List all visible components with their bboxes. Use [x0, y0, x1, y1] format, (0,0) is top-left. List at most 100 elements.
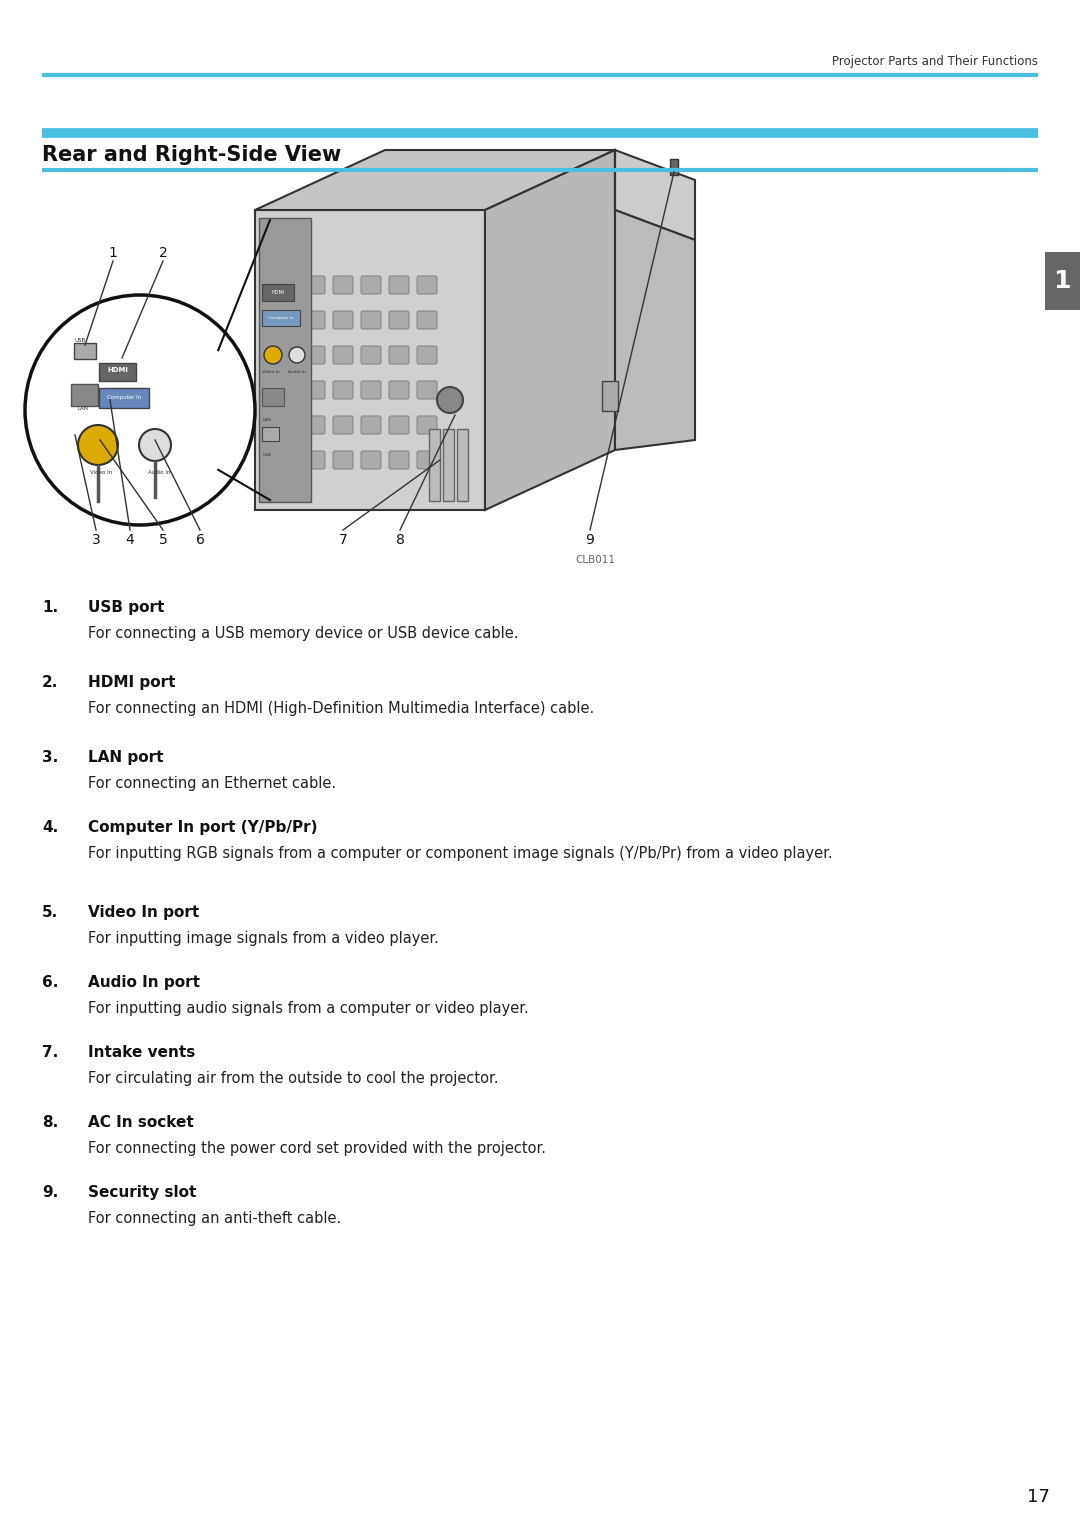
Text: Video In port: Video In port	[87, 905, 199, 921]
Text: 4: 4	[125, 533, 134, 547]
FancyBboxPatch shape	[417, 276, 437, 294]
Text: Audio In port: Audio In port	[87, 974, 200, 990]
Circle shape	[264, 346, 282, 365]
Text: HDMI: HDMI	[108, 368, 129, 372]
FancyBboxPatch shape	[71, 385, 98, 406]
Text: Audio In: Audio In	[148, 469, 171, 475]
Text: 2: 2	[159, 247, 167, 260]
Text: LAN: LAN	[264, 418, 272, 421]
Circle shape	[139, 429, 171, 461]
Text: Computer In: Computer In	[268, 316, 294, 320]
Polygon shape	[615, 150, 696, 241]
FancyBboxPatch shape	[305, 417, 325, 434]
FancyBboxPatch shape	[333, 346, 353, 365]
Text: 1.: 1.	[42, 601, 58, 614]
Polygon shape	[485, 150, 615, 510]
Text: 5.: 5.	[42, 905, 58, 921]
FancyBboxPatch shape	[333, 450, 353, 469]
Text: For connecting an HDMI (High-Definition Multimedia Interface) cable.: For connecting an HDMI (High-Definition …	[87, 702, 594, 715]
FancyBboxPatch shape	[361, 381, 381, 398]
FancyBboxPatch shape	[262, 388, 284, 406]
FancyBboxPatch shape	[333, 311, 353, 329]
FancyBboxPatch shape	[333, 381, 353, 398]
Text: Video In: Video In	[262, 371, 280, 374]
FancyBboxPatch shape	[389, 346, 409, 365]
FancyBboxPatch shape	[361, 276, 381, 294]
Text: 1: 1	[109, 247, 118, 260]
Text: 8: 8	[395, 533, 404, 547]
Text: 4.: 4.	[42, 820, 58, 835]
Text: USB: USB	[75, 337, 85, 343]
Text: LAN port: LAN port	[87, 751, 163, 764]
FancyBboxPatch shape	[361, 311, 381, 329]
Text: Video In: Video In	[90, 469, 112, 475]
FancyBboxPatch shape	[333, 276, 353, 294]
Text: For inputting RGB signals from a computer or component image signals (Y/Pb/Pr) f: For inputting RGB signals from a compute…	[87, 846, 833, 861]
FancyBboxPatch shape	[305, 311, 325, 329]
FancyBboxPatch shape	[333, 417, 353, 434]
FancyBboxPatch shape	[417, 417, 437, 434]
FancyBboxPatch shape	[262, 283, 294, 300]
FancyBboxPatch shape	[99, 363, 136, 381]
Polygon shape	[255, 150, 615, 210]
Text: Rear and Right-Side View: Rear and Right-Side View	[42, 146, 341, 165]
Text: Intake vents: Intake vents	[87, 1045, 195, 1060]
Circle shape	[289, 348, 305, 363]
Text: 6.: 6.	[42, 974, 58, 990]
FancyBboxPatch shape	[389, 276, 409, 294]
Text: Security slot: Security slot	[87, 1184, 197, 1200]
Text: Computer In port (Y/Pb/Pr): Computer In port (Y/Pb/Pr)	[87, 820, 318, 835]
FancyBboxPatch shape	[305, 276, 325, 294]
Text: USB port: USB port	[87, 601, 164, 614]
Circle shape	[25, 296, 255, 525]
FancyBboxPatch shape	[262, 427, 279, 441]
FancyBboxPatch shape	[361, 346, 381, 365]
FancyBboxPatch shape	[429, 429, 440, 501]
Text: For connecting an anti-theft cable.: For connecting an anti-theft cable.	[87, 1210, 341, 1226]
Text: 7: 7	[339, 533, 348, 547]
Polygon shape	[615, 150, 696, 450]
FancyBboxPatch shape	[305, 346, 325, 365]
FancyBboxPatch shape	[417, 450, 437, 469]
Text: For connecting a USB memory device or USB device cable.: For connecting a USB memory device or US…	[87, 627, 518, 640]
FancyBboxPatch shape	[75, 343, 96, 358]
FancyBboxPatch shape	[259, 218, 311, 502]
Text: 1: 1	[1053, 270, 1070, 293]
Text: Audio In: Audio In	[288, 371, 306, 374]
FancyBboxPatch shape	[99, 388, 149, 408]
Text: HDMI: HDMI	[271, 290, 285, 294]
FancyBboxPatch shape	[1045, 251, 1080, 309]
Circle shape	[437, 388, 463, 414]
Text: Computer In: Computer In	[107, 395, 141, 400]
Text: For connecting an Ethernet cable.: For connecting an Ethernet cable.	[87, 777, 336, 791]
FancyBboxPatch shape	[417, 346, 437, 365]
FancyBboxPatch shape	[389, 417, 409, 434]
FancyBboxPatch shape	[389, 381, 409, 398]
Text: 6: 6	[195, 533, 204, 547]
FancyBboxPatch shape	[361, 450, 381, 469]
FancyBboxPatch shape	[417, 381, 437, 398]
Text: 9.: 9.	[42, 1184, 58, 1200]
Circle shape	[78, 424, 118, 466]
Text: Projector Parts and Their Functions: Projector Parts and Their Functions	[832, 55, 1038, 69]
FancyBboxPatch shape	[670, 159, 678, 175]
FancyBboxPatch shape	[443, 429, 454, 501]
Text: 9: 9	[585, 533, 594, 547]
Text: For inputting audio signals from a computer or video player.: For inputting audio signals from a compu…	[87, 1000, 529, 1016]
FancyBboxPatch shape	[305, 450, 325, 469]
Text: 3.: 3.	[42, 751, 58, 764]
FancyBboxPatch shape	[389, 311, 409, 329]
Text: LAN: LAN	[78, 406, 89, 411]
Text: 5: 5	[159, 533, 167, 547]
FancyBboxPatch shape	[262, 309, 300, 326]
Text: AC In socket: AC In socket	[87, 1115, 193, 1131]
FancyBboxPatch shape	[305, 381, 325, 398]
FancyBboxPatch shape	[457, 429, 468, 501]
Text: 17: 17	[1027, 1488, 1050, 1506]
FancyBboxPatch shape	[417, 311, 437, 329]
FancyBboxPatch shape	[361, 417, 381, 434]
Text: For circulating air from the outside to cool the projector.: For circulating air from the outside to …	[87, 1071, 499, 1086]
Text: For inputting image signals from a video player.: For inputting image signals from a video…	[87, 931, 438, 945]
Text: CLB011: CLB011	[575, 555, 615, 565]
Text: 2.: 2.	[42, 676, 58, 689]
